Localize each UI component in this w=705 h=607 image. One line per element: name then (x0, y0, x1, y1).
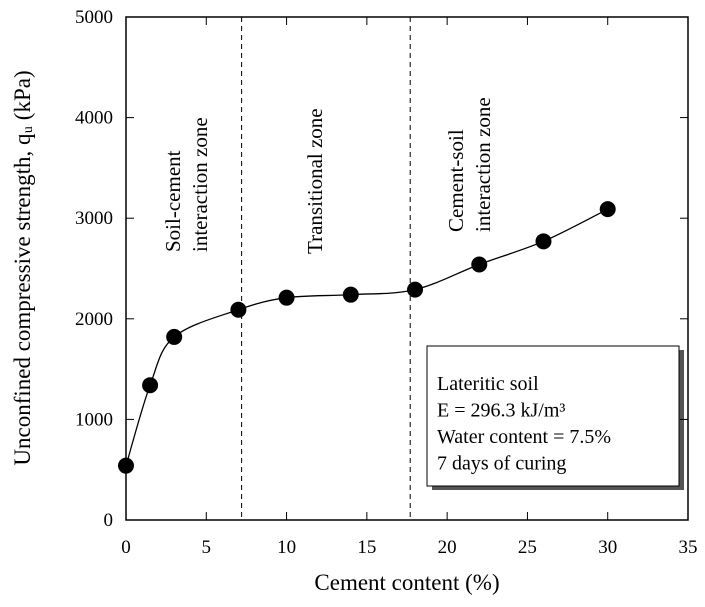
legend-text: E = 296.3 kJ/m³ (437, 400, 565, 422)
x-axis-label: Cement content (%) (314, 570, 499, 595)
legend-text: 7 days of curing (437, 453, 566, 475)
y-tick-label: 1000 (75, 409, 113, 430)
x-tick-label: 35 (679, 537, 698, 558)
y-tick-label: 2000 (75, 309, 113, 330)
data-point (535, 233, 551, 249)
legend-text: Water content = 7.5% (437, 426, 611, 448)
data-point (471, 256, 487, 272)
zone-label: Cement-soil (444, 129, 468, 232)
x-tick-label: 0 (121, 537, 131, 558)
y-tick-label: 4000 (75, 108, 113, 129)
data-point (343, 287, 359, 303)
data-point (142, 377, 158, 393)
x-tick-label: 10 (277, 537, 296, 558)
zone-label: Soil-cement (161, 150, 185, 252)
zone-label: interaction zone (471, 97, 495, 232)
zone-label: interaction zone (188, 117, 212, 252)
y-tick-label: 0 (104, 510, 114, 531)
y-tick-label: 5000 (75, 7, 113, 28)
page: {"chart_data": {"type": "line", "x_label… (0, 0, 705, 607)
data-point (230, 302, 246, 318)
x-tick-label: 25 (518, 537, 537, 558)
x-tick-label: 30 (598, 537, 617, 558)
y-axis-label: Unconfined compressive strength, qᵤ (kPa… (10, 70, 35, 465)
x-tick-label: 20 (438, 537, 457, 558)
data-point (407, 282, 423, 298)
chart: Cement content (%) Unconfined compressiv… (0, 0, 705, 607)
zone-label: Transitional zone (303, 108, 327, 254)
data-point (600, 201, 616, 217)
x-tick-label: 15 (357, 537, 376, 558)
y-tick-label: 3000 (75, 208, 113, 229)
data-point (118, 458, 134, 474)
legend-text: Lateritic soil (437, 373, 539, 395)
data-point (279, 290, 295, 306)
x-tick-label: 5 (202, 537, 212, 558)
data-point (166, 329, 182, 345)
